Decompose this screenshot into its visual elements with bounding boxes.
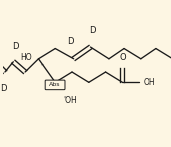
Text: ,,: ,,	[41, 60, 45, 65]
Text: O: O	[119, 54, 126, 62]
Text: Abs: Abs	[49, 82, 61, 87]
Text: D: D	[89, 26, 95, 35]
Text: 'OH: 'OH	[64, 96, 77, 105]
FancyBboxPatch shape	[45, 80, 65, 90]
Text: D: D	[12, 42, 18, 51]
Text: D: D	[0, 84, 6, 93]
Text: HO: HO	[20, 53, 32, 62]
Text: D: D	[67, 37, 74, 46]
Text: OH: OH	[143, 78, 155, 87]
